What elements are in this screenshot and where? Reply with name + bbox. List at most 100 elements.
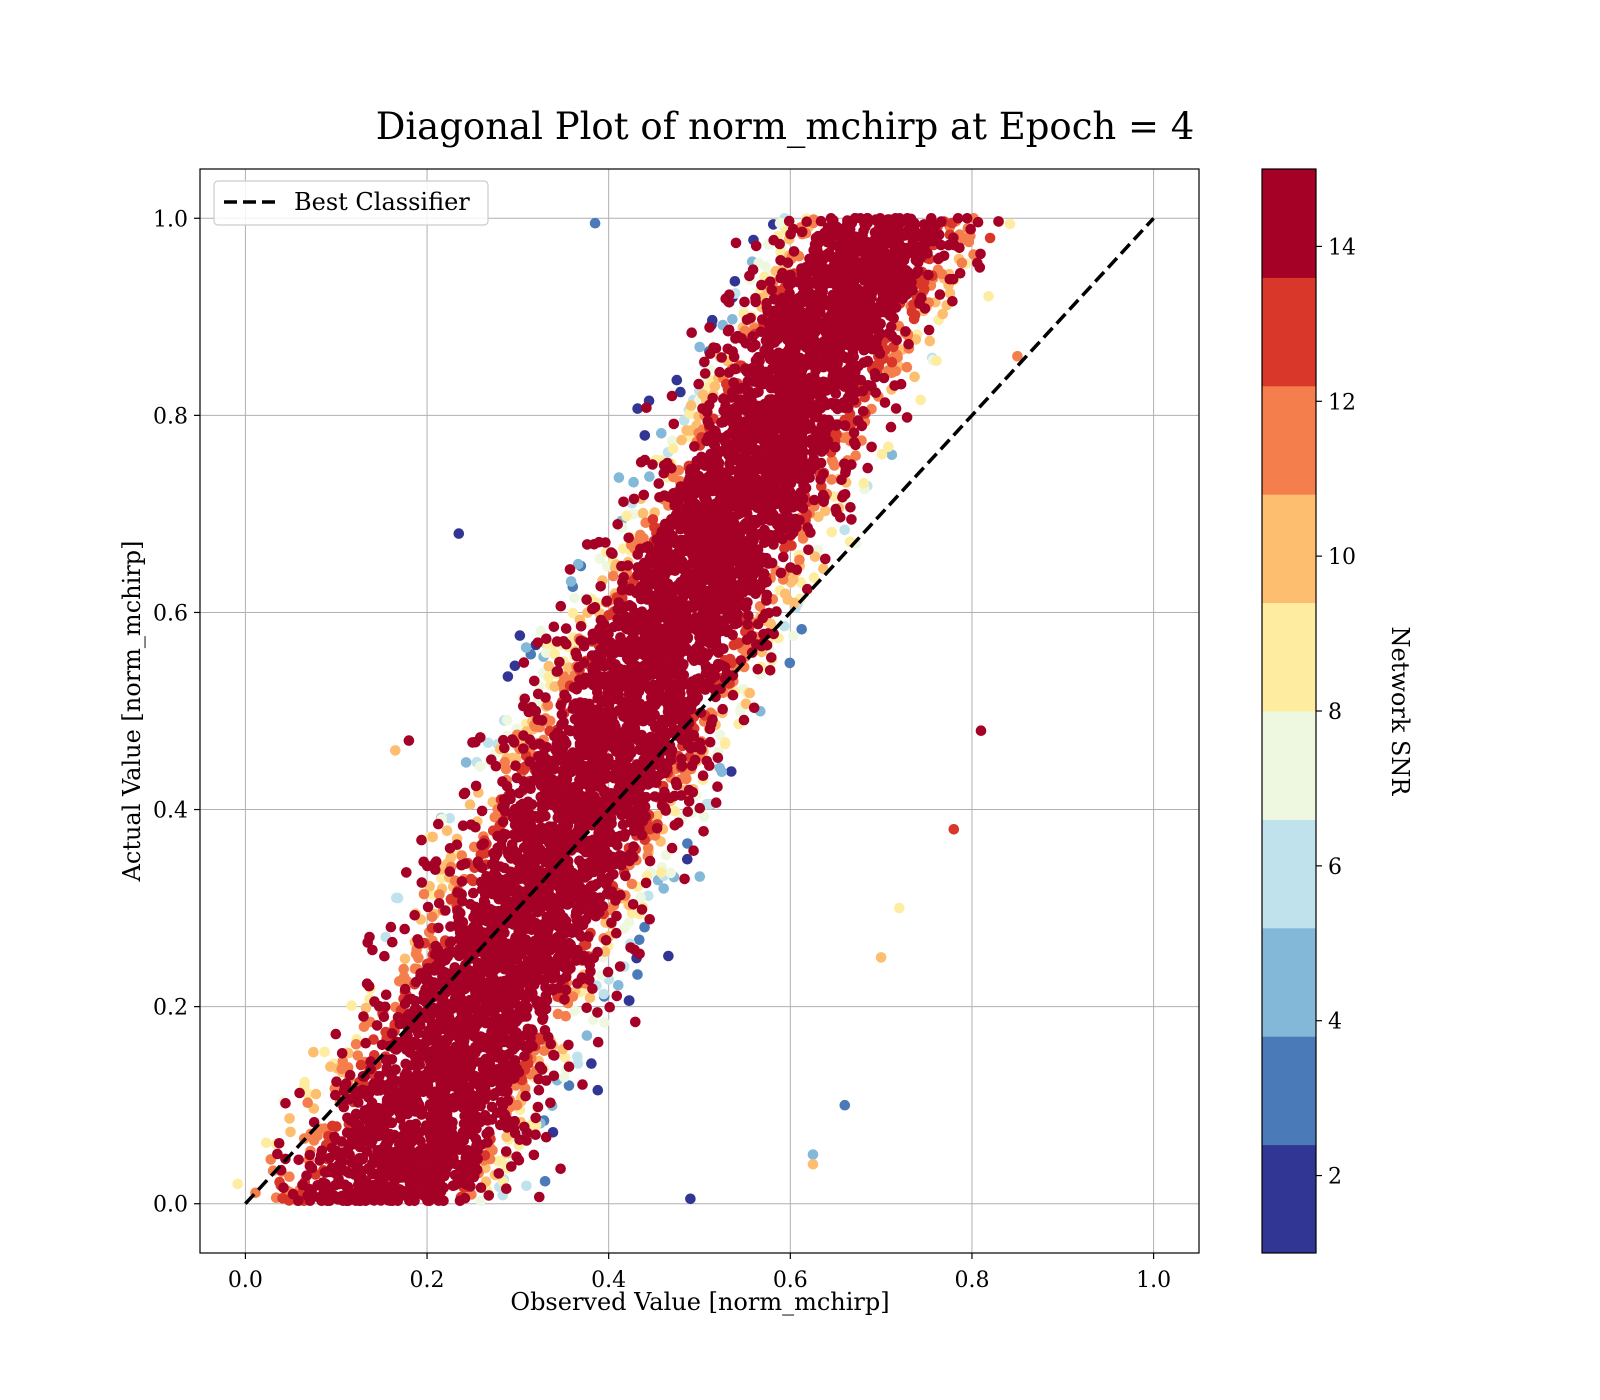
scatter-point [595,581,606,592]
scatter-point [623,995,635,1006]
scatter-point [378,1011,390,1023]
scatter-point [688,845,699,856]
scatter-point [836,474,847,486]
scatter-point [392,1012,404,1023]
chart-title: Diagonal Plot of norm_mchirp at Epoch = … [376,105,1195,149]
scatter-point [554,656,565,668]
scatter-point [901,361,913,373]
scatter-point [534,738,545,750]
scatter-point [589,602,601,613]
scatter-point [475,1182,487,1193]
scatter-point [719,737,731,748]
scatter-point [862,462,873,474]
scatter-point [493,1168,505,1179]
scatter-point [634,934,645,946]
scatter-point [273,1138,285,1149]
scatter-point [509,660,521,672]
scatter-point [555,600,567,612]
scatter-point [390,745,401,756]
scatter-point [890,403,902,414]
scatter-point [464,799,476,810]
scatter-point [794,554,805,566]
scatter-point [581,1030,593,1041]
scatter-point [761,589,773,601]
scatter-point [543,671,554,683]
scatter-point [975,248,986,260]
scatter-point [640,542,652,553]
scatter-point [612,840,623,851]
scatter-point [850,450,861,462]
scatter-point [499,756,511,768]
scatter-point [709,381,721,392]
scatter-point [640,877,652,889]
scatter-point [358,1021,370,1032]
scatter-point [592,1084,604,1096]
scatter-point [410,1059,422,1071]
scatter-point [675,386,686,398]
scatter-point [965,223,976,235]
scatter-point [694,871,706,882]
scatter-point [682,838,693,849]
scatter-point [716,766,728,778]
scatter-point [681,678,693,690]
scatter-point [649,791,661,802]
scatter-point [367,944,378,956]
scatter-point [475,1195,486,1207]
scatter-point [457,820,469,831]
scatter-point [948,824,960,835]
scatter-point [623,532,634,544]
scatter-point [775,246,786,258]
scatter-point [602,966,614,978]
scatter-point [883,441,894,453]
scatter-point [909,309,921,321]
scatter-point [931,355,942,367]
scatter-point [319,1167,331,1178]
scatter-point [333,1151,345,1162]
scatter-point [632,403,643,414]
scatter-point [903,338,914,350]
scatter-point [458,1135,470,1146]
scatter-point [839,1099,851,1111]
scatter-point [820,553,831,565]
scatter-point [685,1193,696,1205]
scatter-point [684,408,695,419]
scatter-point [808,572,820,583]
scatter-point [819,505,831,517]
scatter-point [302,1097,314,1108]
scatter-point [572,1058,584,1069]
scatter-point [563,1080,575,1091]
scatter-point [647,459,658,470]
scatter-point [866,441,877,453]
scatter-point [764,665,776,676]
scatter-point [565,576,577,587]
scatter-point [614,961,626,972]
scatter-point [924,335,936,347]
scatter-point [540,692,551,703]
scatter-point [956,257,968,269]
scatter-point [933,229,945,240]
scatter-point [660,805,672,816]
scatter-point [961,213,973,224]
scatter-point [518,743,529,754]
scatter-point [500,1146,512,1157]
scatter-point [682,853,693,865]
scatter-point [669,805,681,817]
scatter-point [627,899,639,910]
scatter-point [826,526,838,538]
scatter-point [788,246,800,257]
scatter-point [613,472,625,483]
scatter-point [502,1114,513,1125]
scatter-point [607,548,618,559]
scatter-point [653,478,665,489]
scatter-point [379,1001,391,1013]
scatter-point [426,911,438,923]
scatter-point [594,553,606,564]
scatter-point [427,831,439,843]
scatter-point [727,689,739,701]
scatter-point [886,449,898,461]
scatter-point [567,991,579,1002]
scatter-point [923,324,935,336]
scatter-point [667,435,678,447]
scatter-point [618,496,629,508]
